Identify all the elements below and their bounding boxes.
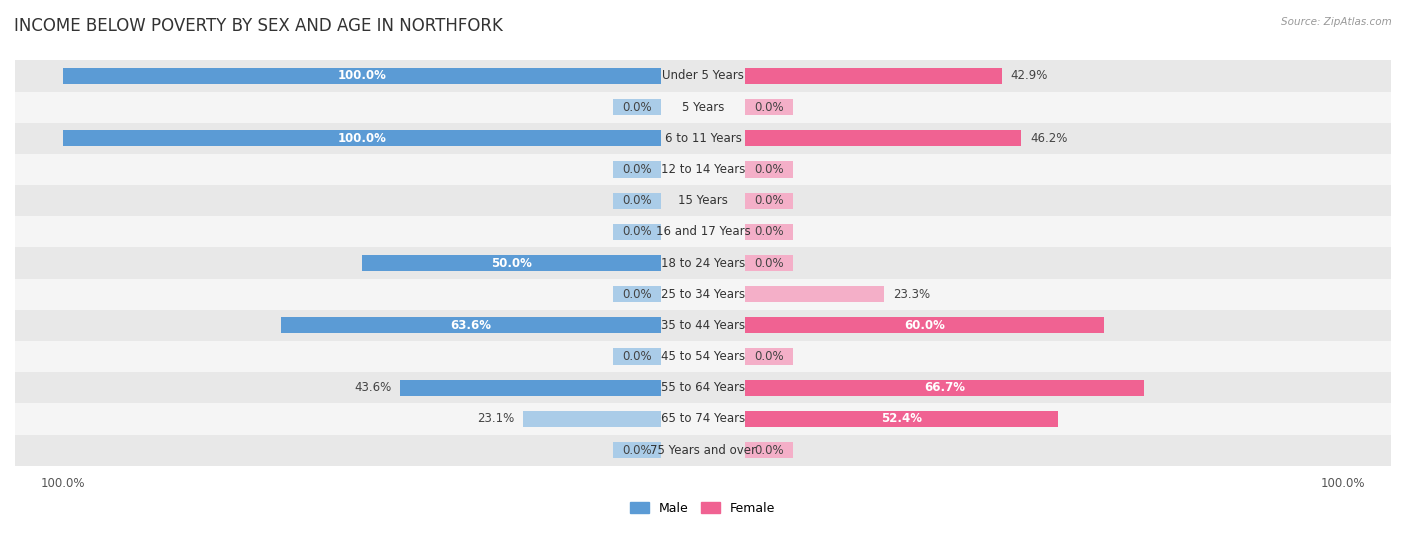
Text: 5 Years: 5 Years — [682, 101, 724, 113]
Bar — [15, 185, 1391, 216]
Bar — [15, 434, 1391, 466]
Bar — [15, 60, 1391, 92]
Text: 25 to 34 Years: 25 to 34 Years — [661, 288, 745, 301]
Bar — [745, 68, 1001, 84]
Bar — [613, 442, 661, 458]
Bar — [745, 411, 1059, 427]
Bar — [401, 380, 661, 396]
Text: 0.0%: 0.0% — [754, 350, 783, 363]
Bar — [15, 216, 1391, 248]
Bar — [745, 318, 1104, 334]
Bar — [613, 348, 661, 364]
Text: 45 to 54 Years: 45 to 54 Years — [661, 350, 745, 363]
Text: 46.2%: 46.2% — [1031, 132, 1067, 145]
Text: 100.0%: 100.0% — [337, 69, 387, 83]
Text: 23.1%: 23.1% — [477, 413, 515, 425]
Bar — [613, 224, 661, 240]
Bar — [15, 310, 1391, 341]
Text: 100.0%: 100.0% — [337, 132, 387, 145]
Text: 0.0%: 0.0% — [623, 225, 652, 238]
Text: 55 to 64 Years: 55 to 64 Years — [661, 381, 745, 394]
Bar — [361, 255, 661, 271]
Text: 35 to 44 Years: 35 to 44 Years — [661, 319, 745, 332]
Bar — [63, 68, 661, 84]
Bar — [745, 162, 793, 178]
Text: 65 to 74 Years: 65 to 74 Years — [661, 413, 745, 425]
Bar — [745, 442, 793, 458]
Bar — [745, 130, 1021, 146]
Bar — [63, 130, 661, 146]
Bar — [745, 99, 793, 115]
Text: 43.6%: 43.6% — [354, 381, 391, 394]
Text: 42.9%: 42.9% — [1011, 69, 1047, 83]
Bar — [745, 255, 793, 271]
Text: 12 to 14 Years: 12 to 14 Years — [661, 163, 745, 176]
Bar — [745, 192, 793, 209]
Bar — [15, 248, 1391, 278]
Text: 18 to 24 Years: 18 to 24 Years — [661, 257, 745, 269]
Bar — [523, 411, 661, 427]
Text: 63.6%: 63.6% — [450, 319, 491, 332]
Text: 60.0%: 60.0% — [904, 319, 945, 332]
Text: 0.0%: 0.0% — [754, 101, 783, 113]
Text: 16 and 17 Years: 16 and 17 Years — [655, 225, 751, 238]
Text: 0.0%: 0.0% — [623, 163, 652, 176]
Text: 52.4%: 52.4% — [882, 413, 922, 425]
Text: INCOME BELOW POVERTY BY SEX AND AGE IN NORTHFORK: INCOME BELOW POVERTY BY SEX AND AGE IN N… — [14, 17, 503, 35]
Bar — [613, 99, 661, 115]
Text: 0.0%: 0.0% — [754, 163, 783, 176]
Bar — [15, 372, 1391, 404]
Text: 0.0%: 0.0% — [623, 444, 652, 457]
Text: 0.0%: 0.0% — [754, 225, 783, 238]
Bar — [613, 192, 661, 209]
Bar — [613, 286, 661, 302]
Text: 0.0%: 0.0% — [623, 288, 652, 301]
Bar — [745, 286, 884, 302]
Bar — [745, 380, 1144, 396]
Text: 23.3%: 23.3% — [893, 288, 931, 301]
Text: 75 Years and over: 75 Years and over — [650, 444, 756, 457]
Text: Source: ZipAtlas.com: Source: ZipAtlas.com — [1281, 17, 1392, 27]
Text: 6 to 11 Years: 6 to 11 Years — [665, 132, 741, 145]
Text: Under 5 Years: Under 5 Years — [662, 69, 744, 83]
Bar — [15, 123, 1391, 154]
Text: 15 Years: 15 Years — [678, 194, 728, 207]
Text: 0.0%: 0.0% — [754, 444, 783, 457]
Bar — [15, 154, 1391, 185]
Bar — [15, 404, 1391, 434]
Bar — [15, 92, 1391, 123]
Text: 50.0%: 50.0% — [491, 257, 531, 269]
Text: 0.0%: 0.0% — [623, 350, 652, 363]
Text: 0.0%: 0.0% — [623, 194, 652, 207]
Bar — [745, 224, 793, 240]
Text: 66.7%: 66.7% — [924, 381, 965, 394]
Text: 0.0%: 0.0% — [754, 257, 783, 269]
Bar — [15, 278, 1391, 310]
Bar — [15, 341, 1391, 372]
Bar — [745, 348, 793, 364]
Legend: Male, Female: Male, Female — [626, 497, 780, 520]
Text: 0.0%: 0.0% — [754, 194, 783, 207]
Text: 0.0%: 0.0% — [623, 101, 652, 113]
Bar — [613, 162, 661, 178]
Bar — [281, 318, 661, 334]
